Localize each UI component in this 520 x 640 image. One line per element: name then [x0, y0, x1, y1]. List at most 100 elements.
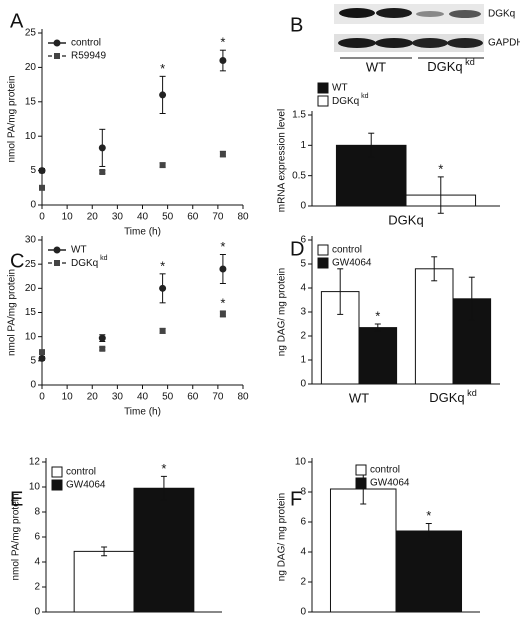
y-tick-label: 0	[300, 201, 306, 212]
point	[39, 184, 45, 191]
y-tick-label: 2	[34, 582, 40, 593]
panel-label: C	[10, 250, 24, 272]
x-tick-label: 70	[212, 212, 224, 223]
y-tick-label: 5	[30, 355, 36, 366]
point	[98, 144, 106, 152]
x-tick-label: 40	[137, 392, 149, 403]
y-tick-label: 4	[300, 283, 306, 294]
legend-label: R59949	[71, 51, 106, 62]
point	[219, 57, 227, 65]
blot-band	[338, 38, 376, 48]
y-tick-label: 6	[300, 235, 306, 246]
legend-marker	[53, 39, 61, 47]
legend-swatch	[317, 257, 329, 269]
x-tick-label: 60	[187, 392, 199, 403]
panel-label: D	[290, 238, 304, 260]
x-axis-label: Time (h)	[124, 227, 161, 238]
y-tick-label: 1	[300, 355, 306, 366]
x-tick-label: 20	[87, 392, 99, 403]
y-tick-label: 25	[25, 259, 37, 270]
x-tick-label: 80	[237, 212, 249, 223]
y-tick-label: 20	[25, 62, 37, 73]
y-tick-label: 0	[30, 380, 36, 391]
panel-label: E	[10, 488, 23, 510]
bar	[414, 268, 454, 385]
annotation: *	[438, 161, 443, 176]
y-axis-label: mRNA expression level	[277, 109, 288, 212]
legend-label: control	[332, 245, 362, 256]
x-tick-label: 30	[112, 392, 124, 403]
point	[159, 284, 167, 292]
x-tick-label: 50	[162, 392, 174, 403]
y-tick-label: 6	[300, 517, 306, 528]
annotation: *	[220, 295, 225, 310]
blot-band	[447, 38, 483, 48]
point	[219, 310, 226, 317]
panel-label: F	[290, 488, 302, 510]
y-tick-label: 12	[29, 457, 41, 468]
legend-label: GW4064	[370, 478, 410, 489]
legend-swatch	[317, 95, 329, 107]
legend-marker	[54, 260, 60, 266]
blot-label: DGKq	[488, 9, 515, 20]
point	[38, 354, 46, 362]
legend-swatch	[51, 479, 63, 491]
y-tick-label: 1	[300, 140, 306, 151]
y-tick-label: 15	[25, 96, 37, 107]
x-tick-label: 20	[87, 212, 99, 223]
x-tick-label: DGKq	[388, 212, 423, 227]
bar	[329, 488, 397, 613]
legend-swatch	[51, 466, 63, 478]
y-axis-label: nmol PA/mg protein	[7, 75, 18, 162]
point	[159, 91, 167, 99]
blot-band	[449, 10, 481, 18]
y-tick-label: 1.5	[292, 110, 306, 121]
western-blot	[334, 4, 484, 59]
panel-label: A	[10, 10, 24, 32]
legend-label: WT	[71, 245, 87, 256]
y-tick-label: 10	[25, 331, 37, 342]
y-axis-label: ng DAG/ mg protein	[277, 268, 288, 356]
x-tick-label: WT	[349, 390, 369, 405]
annotation: *	[220, 35, 225, 50]
point	[159, 162, 166, 169]
y-tick-label: 4	[300, 547, 306, 558]
legend-marker	[53, 246, 61, 254]
legend-marker	[54, 53, 60, 59]
lane-label: DGKq kd	[427, 57, 475, 74]
x-tick-label: 50	[162, 212, 174, 223]
panel-label: B	[290, 14, 303, 36]
y-tick-label: 0	[30, 200, 36, 211]
legend-label: control	[66, 467, 96, 478]
legend-label: GW4064	[332, 258, 372, 269]
y-tick-label: 25	[25, 28, 37, 39]
point	[39, 349, 45, 356]
legend-label: DGKq kd	[71, 255, 108, 269]
point	[99, 345, 106, 352]
x-tick-label: 80	[237, 392, 249, 403]
x-tick-label: 0	[39, 392, 45, 403]
y-tick-label: 3	[300, 307, 306, 318]
blot-band	[339, 8, 375, 18]
point	[219, 265, 227, 273]
y-axis-label: nmol PA/mg protein	[7, 269, 18, 356]
y-tick-label: 2	[300, 577, 306, 588]
point	[219, 151, 226, 158]
y-tick-label: 30	[25, 235, 37, 246]
y-tick-label: 6	[34, 532, 40, 543]
y-tick-label: 0.5	[292, 170, 306, 181]
legend-label: GW4064	[66, 480, 106, 491]
y-tick-label: 10	[29, 482, 41, 493]
bar	[133, 487, 195, 613]
y-tick-label: 20	[25, 283, 37, 294]
point	[159, 327, 166, 334]
y-tick-label: 10	[25, 131, 37, 142]
annotation: *	[426, 508, 431, 523]
annotation: *	[220, 239, 225, 254]
x-tick-label: 10	[62, 392, 74, 403]
x-tick-label: DGKq kd	[429, 388, 477, 405]
legend-swatch	[355, 477, 367, 489]
legend-swatch	[317, 82, 329, 94]
blot-band	[376, 8, 412, 18]
